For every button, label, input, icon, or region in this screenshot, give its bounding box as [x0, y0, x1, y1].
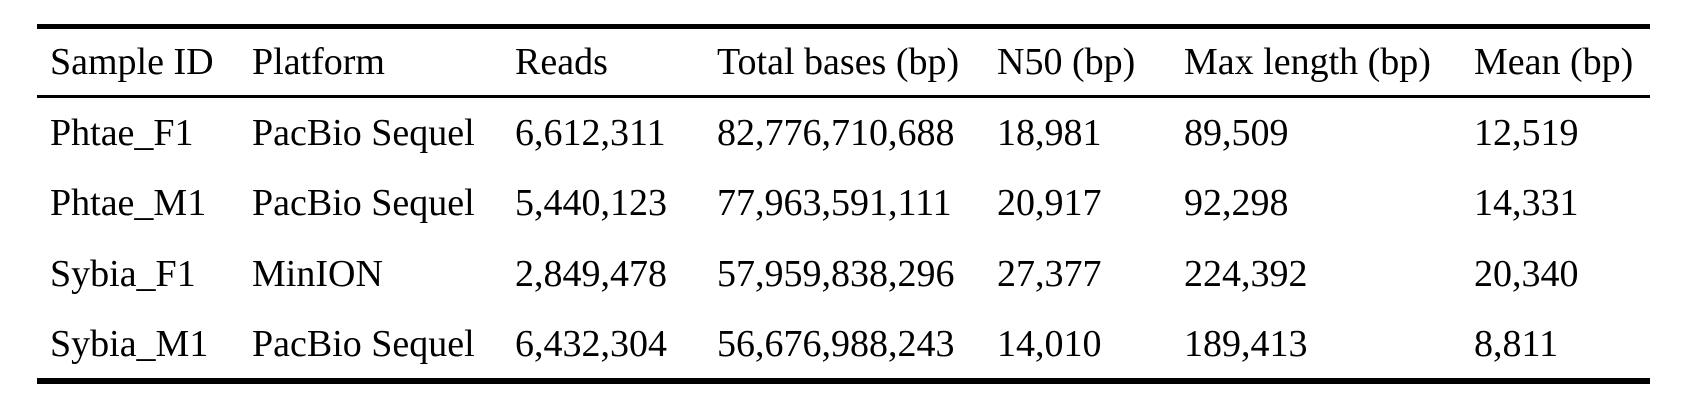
column-header-max-length: Max length (bp): [1184, 26, 1474, 98]
sequencing-stats-table: Sample ID Platform Reads Total bases (bp…: [37, 24, 1650, 384]
cell-total-bases: 82,776,710,688: [717, 111, 955, 154]
cell-mean: 12,519: [1474, 111, 1579, 154]
column-header-reads: Reads: [515, 26, 717, 98]
column-header-mean: Mean (bp): [1474, 26, 1650, 98]
cell-max-length: 189,413: [1184, 322, 1308, 365]
table-row: Sybia_M1 PacBio Sequel 6,432,304 56,676,…: [37, 310, 1650, 381]
cell-max-length: 224,392: [1184, 253, 1308, 295]
cell-sample-id: Sybia_M1: [50, 322, 209, 365]
column-header-platform: Platform: [252, 26, 515, 98]
column-header-n50: N50 (bp): [997, 26, 1184, 98]
cell-platform: PacBio Sequel: [252, 182, 475, 224]
cell-n50: 14,010: [997, 322, 1102, 365]
cell-mean: 20,340: [1474, 253, 1579, 295]
cell-reads: 6,432,304: [515, 322, 667, 365]
cell-total-bases: 77,963,591,111: [717, 182, 952, 224]
table-row: Phtae_F1 PacBio Sequel 6,612,311 82,776,…: [37, 97, 1650, 168]
table-row: Sybia_F1 MinION 2,849,478 57,959,838,296…: [37, 239, 1650, 310]
cell-mean: 8,811: [1474, 322, 1559, 365]
cell-max-length: 89,509: [1184, 111, 1289, 154]
cell-sample-id: Sybia_F1: [50, 253, 196, 295]
cell-platform: PacBio Sequel: [252, 111, 475, 154]
cell-max-length: 92,298: [1184, 182, 1289, 224]
column-header-sample-id: Sample ID: [37, 26, 252, 98]
cell-n50: 18,981: [997, 111, 1102, 154]
table-row: Phtae_M1 PacBio Sequel 5,440,123 77,963,…: [37, 168, 1650, 239]
cell-mean: 14,331: [1474, 182, 1579, 224]
cell-platform: MinION: [252, 253, 383, 295]
header-row: Sample ID Platform Reads Total bases (bp…: [37, 26, 1650, 98]
cell-sample-id: Phtae_F1: [50, 111, 194, 154]
cell-reads: 6,612,311: [515, 111, 666, 154]
cell-sample-id: Phtae_M1: [50, 182, 207, 224]
cell-reads: 2,849,478: [515, 253, 667, 295]
cell-n50: 27,377: [997, 253, 1102, 295]
column-header-total-bases: Total bases (bp): [717, 26, 997, 98]
cell-n50: 20,917: [997, 182, 1102, 224]
cell-reads: 5,440,123: [515, 182, 667, 224]
cell-platform: PacBio Sequel: [252, 322, 475, 365]
cell-total-bases: 56,676,988,243: [717, 322, 955, 365]
cell-total-bases: 57,959,838,296: [717, 253, 955, 295]
